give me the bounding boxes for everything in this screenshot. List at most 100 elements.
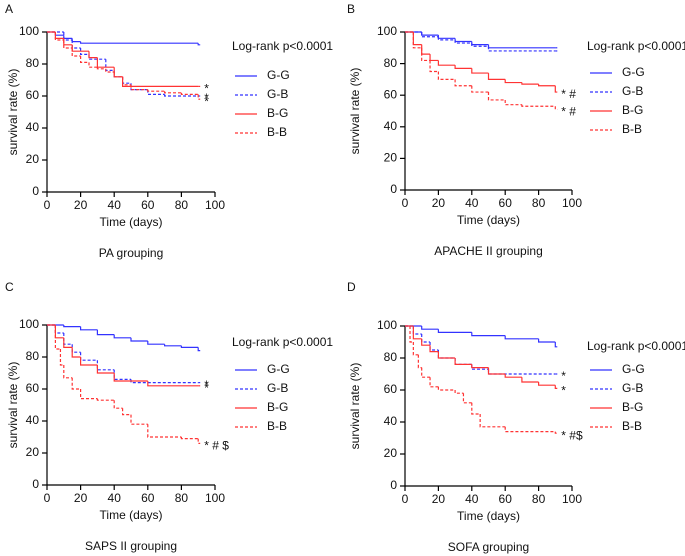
chart-title: SAPS II grouping (85, 539, 177, 553)
x-tick-label: 80 (532, 196, 546, 210)
survival-step (71, 344, 81, 353)
chart-title: SOFA grouping (448, 540, 529, 554)
survival-step (429, 377, 439, 388)
x-tick-label: 40 (108, 491, 122, 505)
significance-label: * (204, 381, 209, 395)
legend-label: G-B (267, 381, 288, 395)
survival-step (412, 326, 422, 335)
survival-step (147, 424, 182, 438)
survival-step (429, 60, 439, 73)
survival-step (59, 349, 64, 366)
survival-step (197, 94, 201, 100)
x-tick-label: 60 (141, 198, 155, 212)
survival-step (504, 426, 556, 433)
survival-step (471, 364, 489, 369)
panel-label: D (347, 280, 356, 294)
survival-step (421, 44, 431, 55)
chart-title: PA grouping (99, 246, 164, 260)
survival-step (96, 329, 115, 336)
significance-label: * (204, 94, 209, 108)
survival-step (538, 382, 556, 386)
legend-label: G-G (622, 362, 645, 376)
survival-step (421, 32, 439, 36)
annotation: Log-rank p<0.0001 (232, 335, 333, 349)
survival-step (63, 325, 81, 328)
survival-step (462, 393, 472, 404)
survival-step (113, 67, 123, 78)
survival-step (80, 389, 98, 400)
survival-step (113, 334, 131, 339)
survival-step (71, 48, 81, 57)
survival-step (147, 89, 165, 92)
survival-step (487, 369, 556, 375)
legend-label: B-G (622, 400, 643, 414)
survival-step (421, 338, 431, 346)
survival-step (521, 104, 556, 107)
survival-step (429, 345, 439, 353)
survival-step (437, 36, 456, 41)
survival-step (63, 38, 73, 46)
survival-step (471, 402, 481, 415)
panel-label: A (5, 2, 13, 16)
survival-step (122, 76, 131, 86)
survival-step (63, 35, 73, 39)
x-tick-label: 20 (74, 491, 88, 505)
x-tick-label: 0 (44, 491, 51, 505)
survival-step (130, 84, 148, 91)
y-tick-label: 20 (26, 152, 40, 166)
survival-step (504, 335, 539, 340)
x-tick-label: 80 (175, 491, 189, 505)
survival-step (417, 354, 422, 369)
y-axis-label: survival rate (%) (348, 68, 362, 155)
survival-step (487, 92, 506, 101)
x-tick-label: 100 (562, 196, 582, 210)
x-axis-label: Time (days) (100, 508, 163, 522)
survival-step (113, 373, 148, 382)
x-tick-label: 40 (465, 196, 479, 210)
survival-step (147, 341, 165, 345)
survival-step (63, 365, 73, 379)
survival-step (487, 367, 506, 375)
survival-step (88, 51, 98, 59)
panel-label: B (347, 2, 355, 16)
y-tick-label: 40 (384, 119, 398, 133)
survival-step (409, 326, 414, 343)
survival-step (454, 39, 472, 44)
y-tick-label: 40 (26, 120, 40, 134)
survival-step (80, 352, 98, 361)
significance-label: * (204, 91, 209, 105)
y-tick-label: 100 (19, 24, 39, 38)
significance-label: * (561, 384, 566, 398)
survival-step (538, 338, 556, 343)
legend-label: B-G (267, 400, 288, 414)
x-axis-label: Time (days) (100, 215, 163, 229)
x-axis-label: Time (days) (457, 509, 520, 523)
survival-step (54, 325, 64, 334)
survival-step (471, 364, 489, 370)
survival-step (130, 337, 148, 342)
survival-step (471, 85, 489, 93)
survival-step (96, 365, 115, 374)
y-axis-label: survival rate (%) (6, 362, 20, 449)
legend-label: B-B (622, 122, 642, 136)
survival-step (80, 56, 89, 63)
y-tick-label: 40 (384, 414, 398, 428)
survival-step (421, 367, 431, 378)
survival-step (454, 38, 472, 43)
x-tick-label: 80 (175, 198, 189, 212)
survival-step (471, 41, 489, 46)
survival-step (454, 79, 472, 87)
y-tick-label: 100 (19, 317, 39, 331)
survival-step (454, 358, 472, 365)
y-tick-label: 20 (384, 446, 398, 460)
survival-step (554, 385, 558, 389)
survival-step (180, 92, 199, 95)
survival-step (63, 333, 73, 345)
survival-step (164, 344, 182, 347)
y-tick-label: 20 (26, 445, 40, 459)
survival-step (437, 350, 456, 359)
survival-step (412, 342, 419, 356)
legend-label: G-B (267, 87, 288, 101)
x-tick-label: 20 (74, 198, 88, 212)
